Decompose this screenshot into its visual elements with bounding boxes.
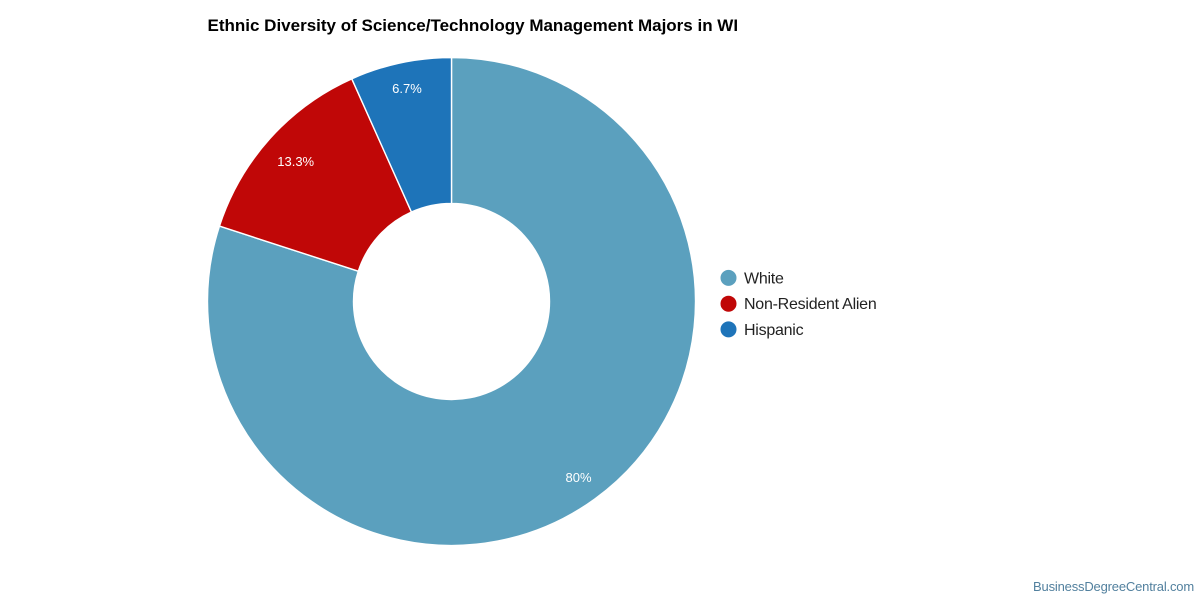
svg-text:13.3%: 13.3% (277, 154, 314, 169)
svg-text:Hispanic: Hispanic (744, 322, 804, 339)
svg-text:BusinessDegreeCentral.com: BusinessDegreeCentral.com (1033, 579, 1194, 594)
svg-text:6.7%: 6.7% (392, 81, 422, 96)
svg-text:White: White (744, 270, 784, 287)
svg-text:Non-Resident Alien: Non-Resident Alien (744, 296, 876, 313)
svg-text:Ethnic Diversity of Science/Te: Ethnic Diversity of Science/Technology M… (208, 16, 739, 35)
svg-text:80%: 80% (565, 470, 591, 485)
